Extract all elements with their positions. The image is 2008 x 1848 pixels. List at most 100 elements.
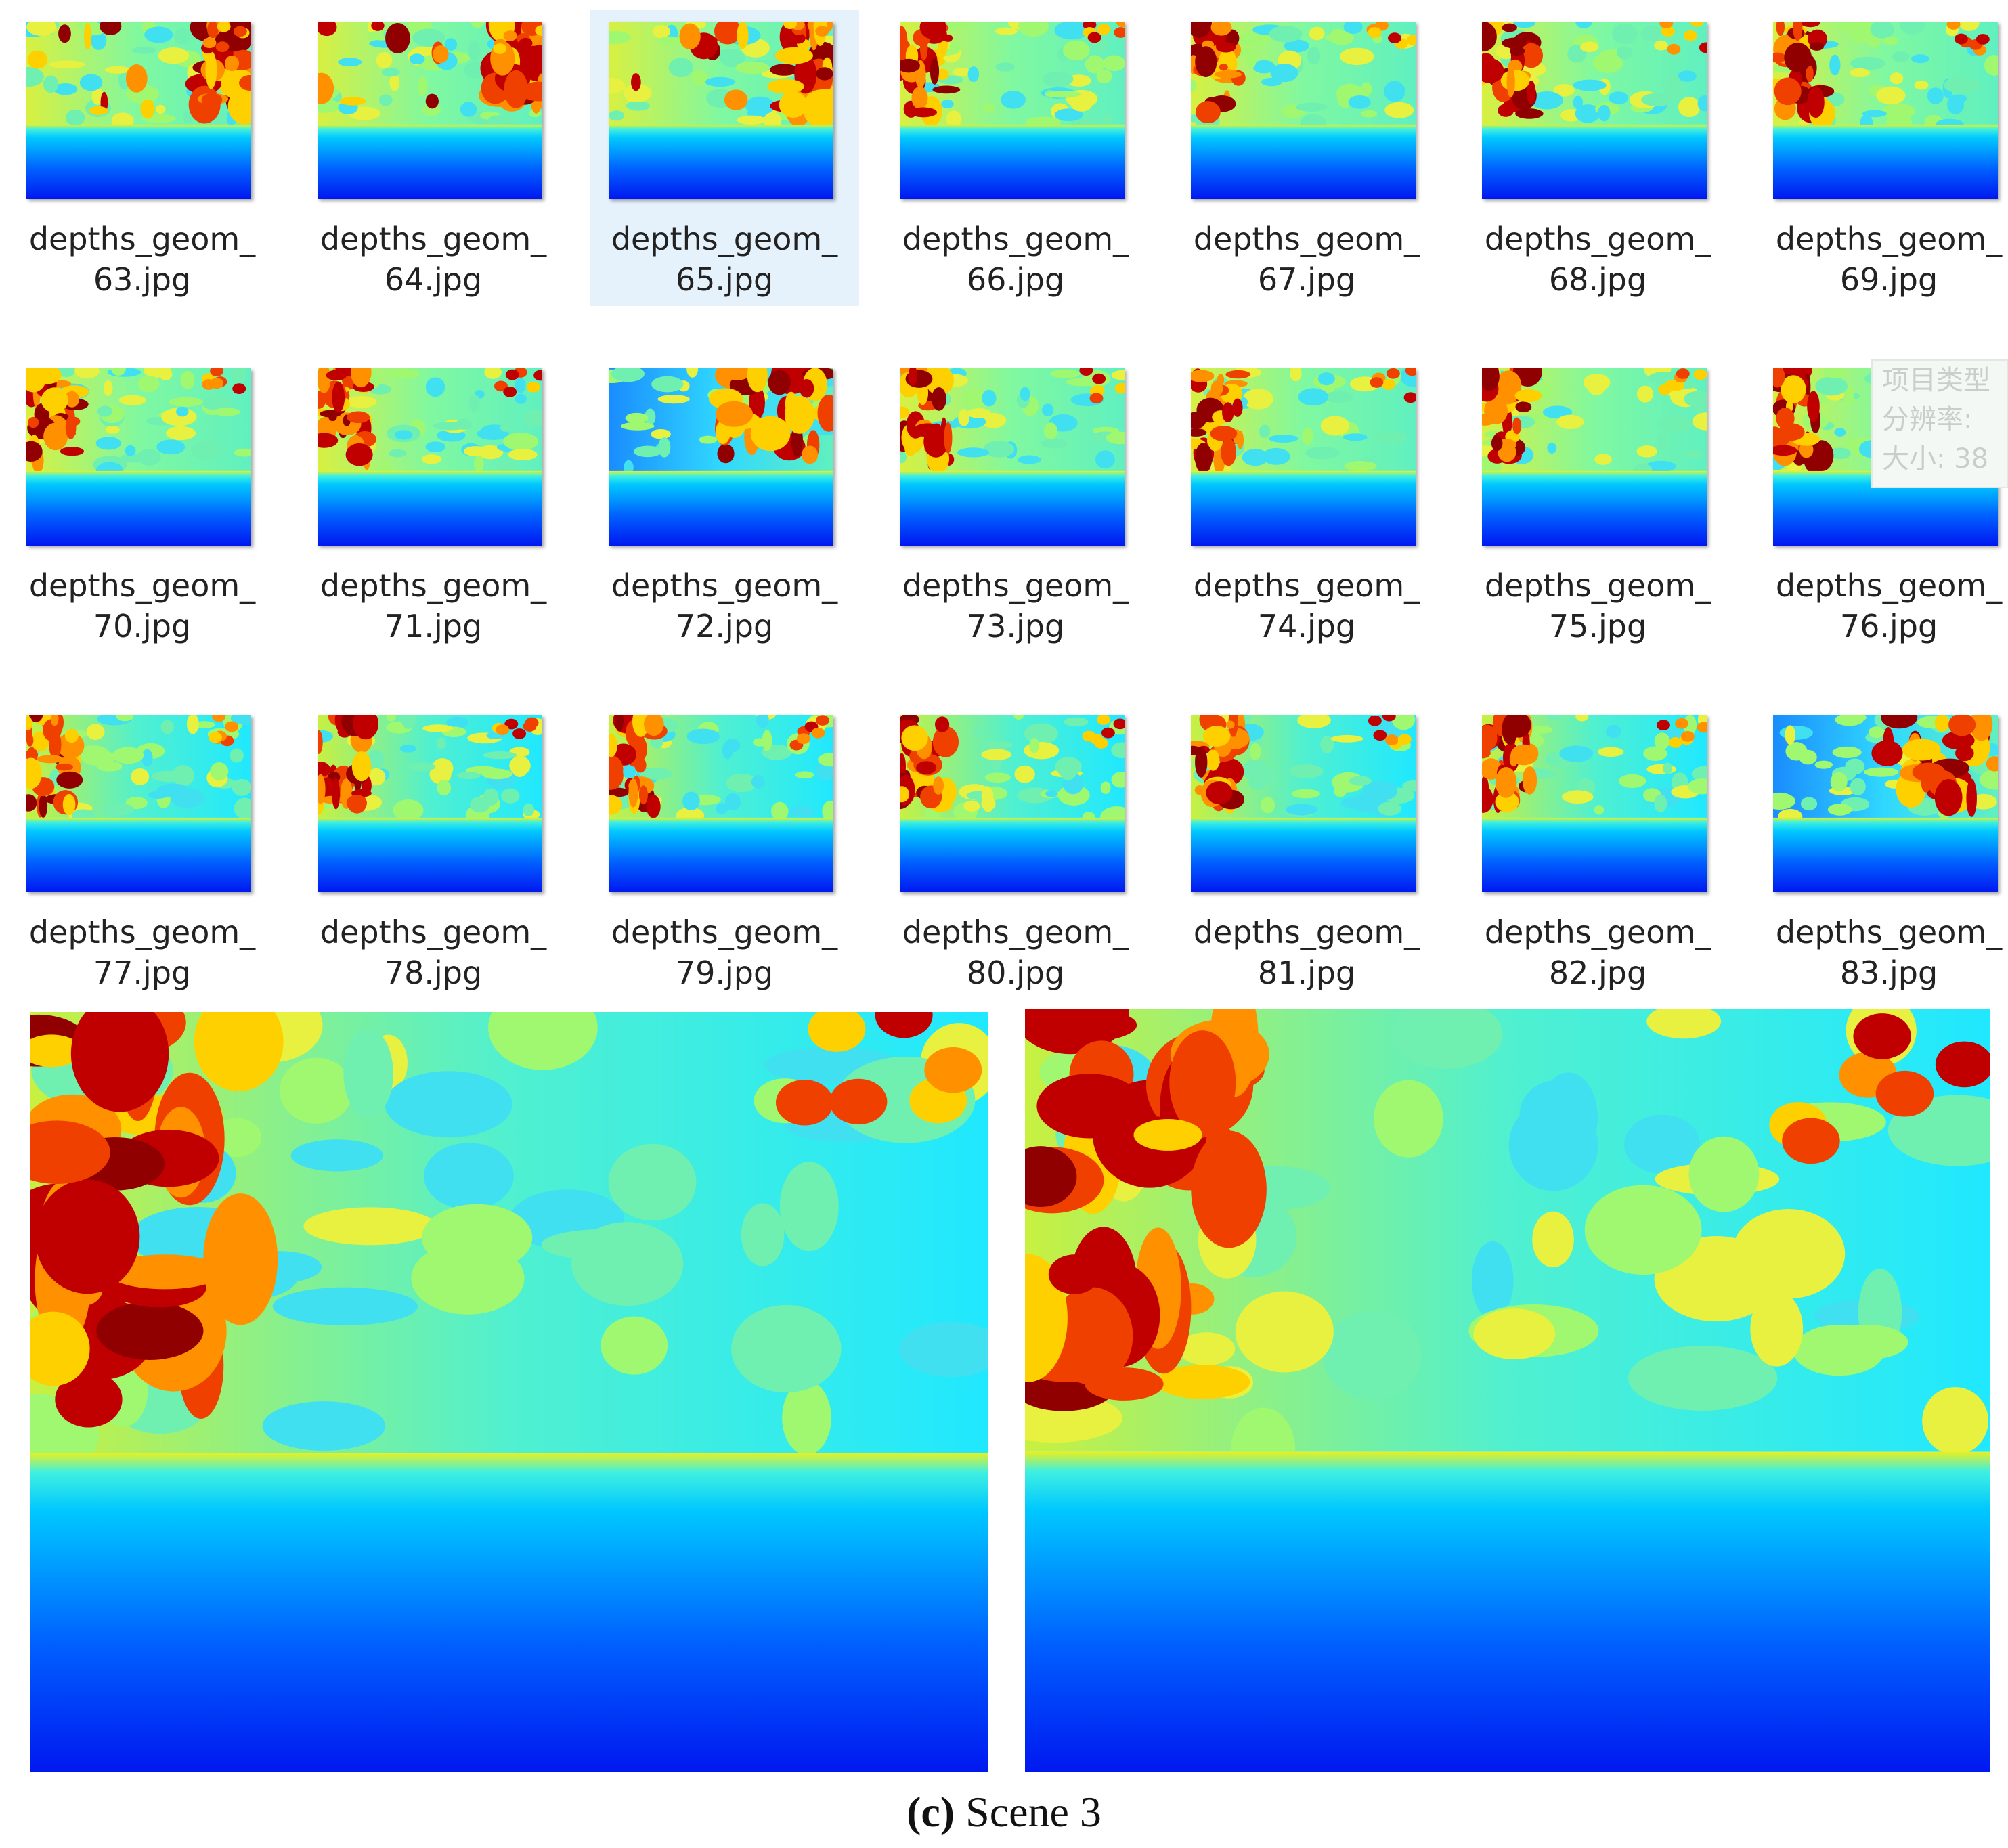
depth-shape (923, 426, 948, 458)
depth-shape (436, 737, 446, 749)
file-name: depths_geom_ (902, 221, 1129, 257)
depth-shape (625, 412, 649, 424)
depth-shape (346, 795, 368, 812)
depth-shape (1221, 439, 1237, 466)
file-name: 81.jpg (1257, 954, 1356, 991)
depth-shape (1510, 46, 1525, 56)
depth-shape (1082, 730, 1096, 742)
file-item[interactable]: depths_geom_ 71.jpg (299, 357, 568, 653)
thumbnail (1773, 22, 1998, 199)
depth-shape (58, 24, 71, 43)
file-item[interactable]: depths_geom_ 78.jpg (299, 703, 568, 999)
depth-shape (652, 25, 671, 39)
depth-shape (1206, 780, 1233, 805)
file-item[interactable]: depths_geom_ 65.jpg (590, 10, 859, 306)
depth-shape (682, 791, 700, 811)
depth-shape (91, 30, 107, 51)
depth-shape (1547, 442, 1557, 454)
depth-shape (1693, 369, 1707, 380)
depth-shape (1089, 393, 1104, 404)
file-item[interactable]: depths_geom_ 66.jpg (881, 10, 1150, 306)
depth-shape (1368, 27, 1382, 38)
depth-shape (1111, 742, 1125, 759)
file-item[interactable]: depths_geom_ 73.jpg (881, 357, 1150, 653)
file-item[interactable]: depths_geom_ 64.jpg (299, 10, 568, 306)
depth-shape (1195, 746, 1208, 778)
depth-shape (57, 368, 75, 378)
depth-shape (779, 91, 808, 118)
depth-shape (1899, 22, 1925, 35)
depth-shape (1482, 470, 1707, 546)
file-item[interactable]: depths_geom_ 82.jpg (1463, 703, 1732, 999)
depth-shape (1284, 39, 1309, 53)
depth-shape (946, 110, 962, 128)
file-item[interactable]: depths_geom_ 77.jpg (7, 703, 277, 999)
depth-shape (981, 786, 994, 807)
depth-shape (811, 727, 825, 739)
file-name: 77.jpg (93, 954, 192, 991)
depth-shape (1232, 398, 1243, 417)
file-item[interactable]: depths_geom_ 69.jpg (1754, 10, 2008, 306)
depth-shape (933, 776, 944, 795)
file-item[interactable]: depths_geom_ 72.jpg (590, 357, 859, 653)
file-item[interactable]: depths_geom_ 80.jpg (881, 703, 1150, 999)
depth-shape (1688, 1136, 1760, 1212)
depth-shape (1324, 391, 1354, 403)
depth-shape (924, 1047, 982, 1093)
file-item[interactable]: depths_geom_ 79.jpg (590, 703, 859, 999)
depth-shape (815, 26, 829, 37)
depth-shape (35, 368, 62, 384)
file-item[interactable]: depths_geom_ 75.jpg (1463, 357, 1732, 653)
file-item[interactable]: depths_geom_ 63.jpg (7, 10, 277, 306)
depth-shape (1343, 22, 1363, 34)
depth-shape (715, 401, 754, 427)
depth-shape (1191, 817, 1416, 892)
depth-shape (483, 788, 499, 806)
depth-shape (1482, 124, 1707, 199)
depth-shape (350, 368, 372, 388)
depth-shape (1014, 765, 1035, 783)
depth-shape (741, 1203, 785, 1267)
file-item[interactable]: depths_geom_ 83.jpg (1754, 703, 2008, 999)
depth-shape (658, 437, 671, 458)
depth-shape (1261, 797, 1275, 814)
depth-shape (1881, 103, 1916, 120)
depth-shape (468, 394, 480, 412)
depth-shape (1515, 108, 1544, 119)
depth-shape (1113, 718, 1125, 730)
depth-shape (1850, 56, 1885, 70)
depth-shape (1849, 68, 1870, 77)
depth-shape (1827, 804, 1852, 816)
depth-shape (503, 386, 517, 397)
depth-shape (1612, 23, 1638, 45)
depth-shape (601, 1316, 668, 1375)
depth-shape (1252, 60, 1275, 74)
depth-shape (500, 423, 510, 432)
depth-shape (1773, 368, 1785, 388)
depth-shape (724, 89, 748, 110)
depth-shape (1307, 46, 1321, 65)
depth-shape (1773, 445, 1797, 456)
depth-shape (1782, 1118, 1840, 1164)
depth-shape (1927, 87, 1944, 104)
file-item[interactable]: depths_geom_ 67.jpg (1172, 10, 1441, 306)
depth-shape (771, 801, 789, 821)
depth-shape (1169, 1030, 1236, 1135)
file-name: depths_geom_ (1775, 221, 2003, 257)
depth-shape (503, 433, 539, 451)
depth-shape (1041, 439, 1068, 449)
file-item[interactable]: depths_geom_ 70.jpg (7, 357, 277, 653)
file-item[interactable]: depths_geom_ 81.jpg (1172, 703, 1441, 999)
depth-shape (638, 768, 673, 780)
depth-shape (318, 761, 330, 778)
depth-shape (1667, 43, 1681, 55)
depth-shape (1325, 32, 1353, 43)
file-item[interactable]: depths_geom_ 74.jpg (1172, 357, 1441, 653)
file-item[interactable]: depths_geom_ 68.jpg (1463, 10, 1732, 306)
depth-shape (1624, 1114, 1701, 1174)
depth-shape (1235, 1291, 1334, 1373)
depth-shape (1914, 80, 1929, 90)
depth-shape (1668, 736, 1682, 748)
depth-shape (1628, 1345, 1778, 1411)
depth-shape (967, 408, 992, 418)
